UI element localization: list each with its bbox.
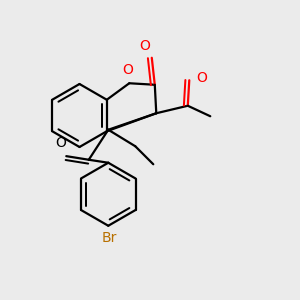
Text: O: O [196,71,207,85]
Text: O: O [56,136,66,150]
Text: O: O [122,63,133,77]
Text: Br: Br [102,231,118,245]
Text: O: O [139,39,150,53]
